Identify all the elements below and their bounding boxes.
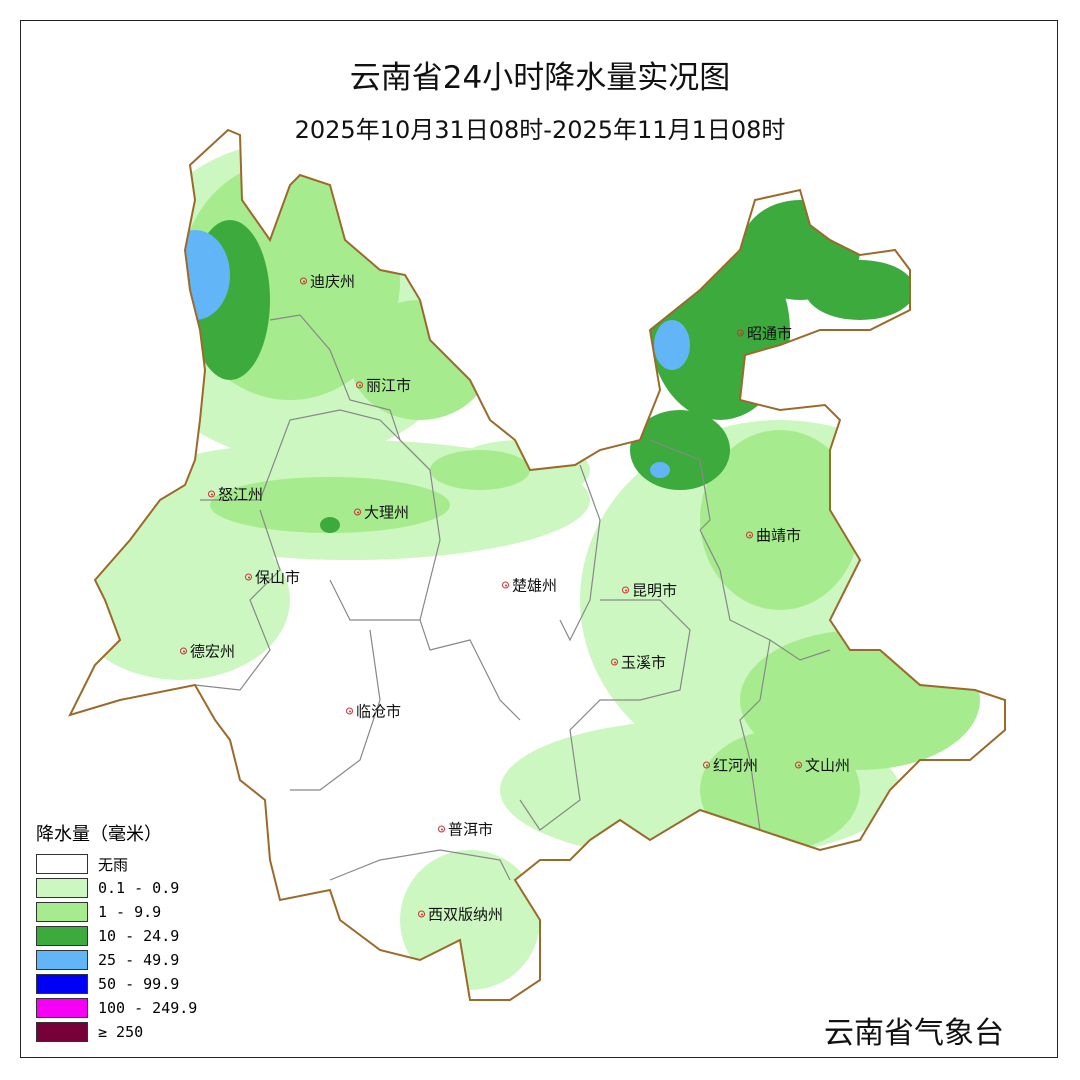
- legend-swatch: [36, 854, 88, 874]
- city-label: 临沧市: [356, 702, 402, 721]
- agency-label: 云南省气象台: [824, 1016, 1004, 1051]
- city-label: 德宏州: [190, 642, 236, 661]
- city-label: 红河州: [713, 756, 759, 775]
- city-marker: 迪庆州: [300, 271, 355, 292]
- city-marker: 大理州: [354, 502, 409, 523]
- city-marker: 红河州: [703, 755, 758, 776]
- legend-swatch: [36, 998, 88, 1018]
- city-marker: 保山市: [245, 567, 300, 588]
- city-dot-icon: [245, 573, 252, 581]
- legend-label: 10 - 24.9: [98, 927, 180, 945]
- city-label: 昆明市: [632, 581, 678, 600]
- city-dot-icon: [208, 490, 215, 498]
- legend-swatch: [36, 902, 88, 922]
- legend-swatch: [36, 926, 88, 946]
- city-marker: 玉溪市: [611, 652, 666, 673]
- city-dot-icon: [356, 381, 363, 389]
- city-label: 大理州: [364, 503, 410, 522]
- legend-item: 25 - 49.9: [36, 948, 197, 972]
- city-marker: 德宏州: [180, 641, 235, 662]
- city-marker: 怒江州: [208, 484, 263, 505]
- city-marker: 昭通市: [737, 323, 792, 344]
- prefecture-borders: [194, 314, 831, 881]
- legend-label: 50 - 99.9: [98, 975, 180, 993]
- map-title: 云南省24小时降水量实况图: [349, 60, 731, 96]
- legend-label: 0.1 - 0.9: [98, 879, 180, 897]
- legend-swatch: [36, 878, 88, 898]
- legend-label: 无雨: [98, 855, 129, 874]
- city-label: 楚雄州: [512, 576, 558, 595]
- legend-item: ≥ 250: [36, 1020, 197, 1044]
- legend: 降水量（毫米） 无雨 0.1 - 0.9 1 - 9.9 10 - 24.9 25 - …: [36, 820, 197, 1044]
- city-label: 文山州: [805, 756, 851, 775]
- city-dot-icon: [795, 761, 802, 769]
- city-dot-icon: [438, 825, 445, 833]
- city-marker: 西双版纳州: [418, 904, 503, 925]
- city-marker: 文山州: [795, 755, 850, 776]
- legend-item: 1 - 9.9: [36, 900, 197, 924]
- city-marker: 楚雄州: [502, 575, 557, 596]
- city-label: 西双版纳州: [428, 905, 504, 924]
- city-dot-icon: [502, 581, 509, 589]
- legend-swatch: [36, 974, 88, 994]
- city-marker: 普洱市: [438, 819, 493, 840]
- city-label: 保山市: [255, 568, 301, 587]
- legend-label: ≥ 250: [98, 1023, 144, 1041]
- city-dot-icon: [703, 761, 710, 769]
- legend-item: 0.1 - 0.9: [36, 876, 197, 900]
- city-marker: 曲靖市: [746, 525, 801, 546]
- legend-item: 50 - 99.9: [36, 972, 197, 996]
- city-marker: 昆明市: [622, 580, 677, 601]
- legend-swatch: [36, 950, 88, 970]
- city-marker: 丽江市: [356, 375, 411, 396]
- legend-label: 1 - 9.9: [98, 903, 162, 921]
- city-dot-icon: [622, 586, 629, 594]
- legend-item: 100 - 249.9: [36, 996, 197, 1020]
- city-dot-icon: [300, 277, 307, 285]
- map-frame: [20, 20, 1058, 1058]
- legend-item: 无雨: [36, 852, 197, 876]
- city-label: 怒江州: [218, 485, 264, 504]
- city-dot-icon: [354, 508, 361, 516]
- city-label: 玉溪市: [621, 653, 667, 672]
- city-dot-icon: [746, 531, 753, 539]
- city-label: 丽江市: [366, 376, 412, 395]
- legend-swatch: [36, 1022, 88, 1042]
- city-dot-icon: [737, 329, 744, 337]
- legend-item: 10 - 24.9: [36, 924, 197, 948]
- city-label: 曲靖市: [756, 526, 802, 545]
- legend-label: 25 - 49.9: [98, 951, 180, 969]
- city-dot-icon: [346, 707, 353, 715]
- city-dot-icon: [180, 647, 187, 655]
- city-label: 昭通市: [747, 324, 793, 343]
- city-label: 普洱市: [448, 820, 494, 839]
- city-dot-icon: [611, 658, 618, 666]
- legend-label: 100 - 249.9: [98, 999, 198, 1017]
- map-subtitle: 2025年10月31日08时-2025年11月1日08时: [294, 116, 786, 144]
- city-marker: 临沧市: [346, 701, 401, 722]
- city-dot-icon: [418, 910, 425, 918]
- legend-title: 降水量（毫米）: [36, 824, 162, 845]
- city-label: 迪庆州: [310, 272, 356, 291]
